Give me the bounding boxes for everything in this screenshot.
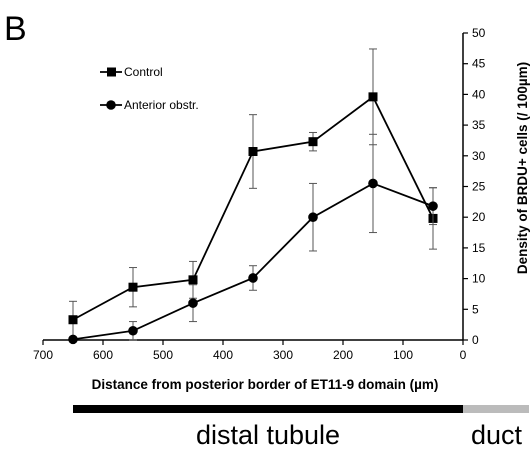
x-tick-label: 400 bbox=[213, 348, 233, 362]
point-circle bbox=[188, 298, 198, 308]
point-square bbox=[308, 137, 318, 147]
point-square bbox=[248, 147, 258, 157]
x-tick-label: 600 bbox=[93, 348, 113, 362]
y-tick-label: 50 bbox=[472, 26, 486, 40]
y-tick-label: 25 bbox=[472, 180, 486, 194]
point-square bbox=[128, 282, 138, 292]
legend-circle-marker bbox=[106, 100, 116, 110]
region-bar: distal tubule duct bbox=[73, 405, 529, 450]
axes: 700 600 500 400 300 200 100 00 5 10 15 20 25 30 35 40 45… bbox=[33, 26, 486, 362]
y-tick-label: 20 bbox=[472, 210, 486, 224]
y-tick-label: 45 bbox=[472, 57, 486, 71]
y-tick-label: 30 bbox=[472, 149, 486, 163]
region-bar-1 bbox=[73, 405, 463, 413]
legend-square-marker bbox=[107, 67, 116, 77]
region-label: distal tubule bbox=[196, 420, 340, 450]
y-tick-label: 35 bbox=[472, 118, 486, 132]
series-layer bbox=[68, 48, 438, 345]
point-circle bbox=[308, 212, 318, 222]
series-1 bbox=[68, 48, 438, 339]
y-axis-label: Density of BRDU+ cells (/ 100µm) bbox=[515, 62, 530, 274]
point-square bbox=[68, 315, 78, 325]
legend: Control Anterior obstr. bbox=[100, 65, 199, 112]
point-circle bbox=[368, 178, 378, 189]
y-tick-label: 15 bbox=[472, 241, 486, 255]
point-circle bbox=[128, 325, 138, 336]
point-square bbox=[368, 92, 378, 102]
point-circle bbox=[68, 334, 78, 345]
legend-label: Control bbox=[124, 65, 163, 79]
x-tick-label: 500 bbox=[153, 348, 173, 362]
x-tick-label: 100 bbox=[393, 348, 413, 362]
x-tick-label: 700 bbox=[33, 348, 53, 362]
region-bar-2 bbox=[463, 405, 529, 413]
x-tick-label: 0 bbox=[460, 348, 467, 362]
x-tick-label: 200 bbox=[333, 348, 353, 362]
x-tick-label: 300 bbox=[273, 348, 293, 362]
point-circle bbox=[428, 201, 438, 211]
y-tick-label: 40 bbox=[472, 87, 486, 101]
y-tick-label: 10 bbox=[472, 272, 486, 286]
series-2 bbox=[68, 133, 438, 345]
y-tick-label: 0 bbox=[472, 333, 479, 347]
legend-label: Anterior obstr. bbox=[124, 98, 199, 112]
region-label: duct bbox=[471, 420, 523, 450]
point-square bbox=[188, 275, 198, 285]
panel-label: B bbox=[4, 10, 27, 48]
x-axis-label: Distance from posterior border of ET11-9… bbox=[92, 377, 439, 392]
y-tick-label: 5 bbox=[472, 302, 479, 316]
series-line bbox=[72, 182, 434, 341]
point-circle bbox=[248, 273, 258, 283]
